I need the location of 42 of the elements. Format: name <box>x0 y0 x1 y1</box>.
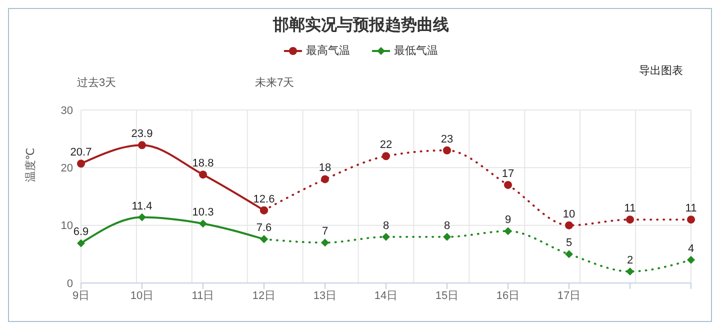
data-label: 8 <box>444 220 450 232</box>
data-label: 20.7 <box>70 146 92 159</box>
data-label: 8 <box>382 220 390 232</box>
data-label: 2 <box>626 254 634 266</box>
data-label: 22 <box>380 139 392 152</box>
text: 导出图表 <box>639 64 683 78</box>
data-label: 12.6 <box>253 193 275 206</box>
legend-label: 最低气温 <box>393 44 438 58</box>
data-label: 23 <box>440 133 454 146</box>
data-label: 11.4 <box>132 200 152 212</box>
x-tick-label: 9日 <box>72 290 90 302</box>
data-label: 10.3 <box>192 206 214 219</box>
data-label: 7 <box>322 226 328 238</box>
y-axis-title: 温度℃ <box>24 148 37 182</box>
data-label: 4 <box>688 242 694 255</box>
data-label: 11 <box>685 202 697 215</box>
data-label: 5 <box>566 237 572 250</box>
data-label: 9 <box>504 214 512 226</box>
x-tick-label: 14日 <box>374 290 398 302</box>
data-label: 7.6 <box>256 222 272 234</box>
text: 过去3天 <box>77 76 116 90</box>
data-label: 18.8 <box>192 158 214 170</box>
x-tick-label: 15日 <box>435 290 459 302</box>
x-tick-label: 12日 <box>252 290 276 302</box>
data-label: 18 <box>318 162 332 174</box>
chart-title: 邯郸实况与预报趋势曲线 <box>272 15 450 36</box>
data-label: 23.9 <box>131 128 153 140</box>
data-label: 10 <box>562 208 576 220</box>
x-tick-label: 17日 <box>557 290 581 302</box>
text: 未来7天 <box>255 76 294 90</box>
data-label: 11 <box>624 202 636 215</box>
x-tick-label: 10日 <box>130 290 154 302</box>
y-tick-label: 0 <box>66 278 73 290</box>
data-label: 6.9 <box>73 226 89 238</box>
y-tick-label: 20 <box>60 162 73 175</box>
x-tick-label: 11日 <box>192 290 214 302</box>
x-tick-label: 16日 <box>496 290 520 302</box>
y-tick-label: 10 <box>60 220 73 232</box>
y-tick-label: 30 <box>60 104 73 117</box>
x-tick-label: 13日 <box>313 290 337 302</box>
legend-label: 最高气温 <box>305 44 350 58</box>
data-label: 17 <box>502 168 514 180</box>
